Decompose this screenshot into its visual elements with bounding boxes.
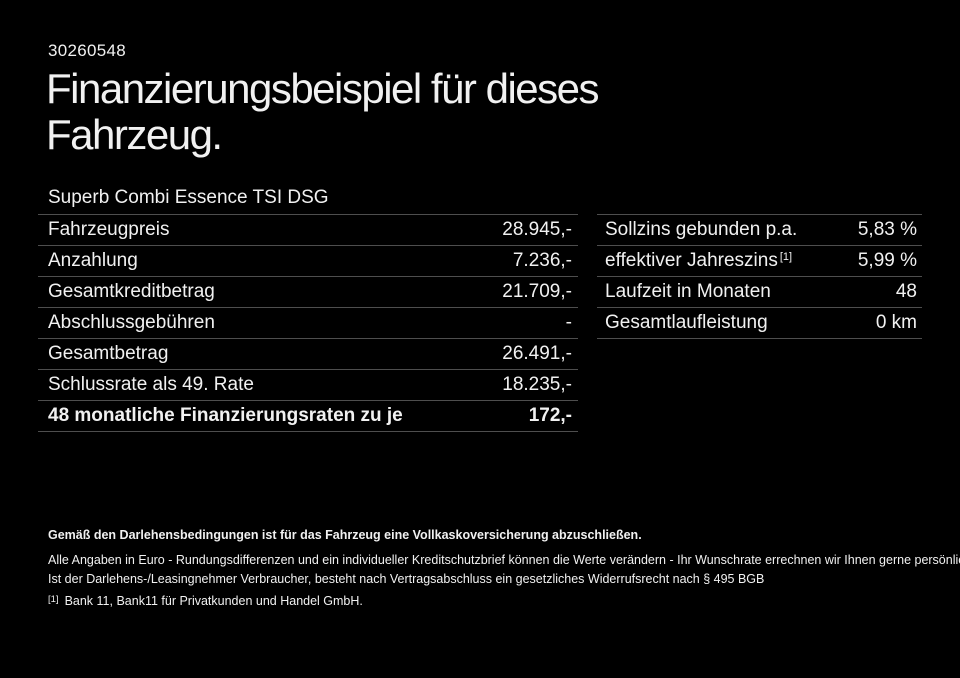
row-label: Gesamtkreditbetrag: [48, 281, 215, 302]
row-label: Gesamtbetrag: [48, 343, 169, 364]
disclaimer-line-1: Alle Angaben in Euro - Rundungsdifferenz…: [48, 553, 960, 567]
row-label-text: effektiver Jahreszins: [605, 250, 778, 271]
financing-table: Fahrzeugpreis 28.945,- Anzahlung 7.236,-…: [38, 214, 578, 432]
row-label: 48 monatliche Finanzierungsraten zu je: [48, 405, 403, 426]
listing-id: 30260548: [48, 41, 127, 60]
table-row-gesamtbetrag: Gesamtbetrag 26.491,-: [38, 339, 578, 370]
row-value: 5,99 %: [857, 250, 917, 271]
table-row-laufzeit: Laufzeit in Monaten 48: [597, 277, 922, 308]
row-value: 21.709,-: [502, 281, 572, 302]
row-label: Laufzeit in Monaten: [605, 281, 771, 302]
footnote-marker: [1]: [48, 594, 59, 605]
table-row-gesamtkreditbetrag: Gesamtkreditbetrag 21.709,-: [38, 277, 578, 308]
row-value: -: [565, 312, 572, 333]
table-row-fahrzeugpreis: Fahrzeugpreis 28.945,-: [38, 215, 578, 246]
conditions-table: Sollzins gebunden p.a. 5,83 % effektiver…: [597, 214, 922, 339]
row-label: Schlussrate als 49. Rate: [48, 374, 254, 395]
row-label: Sollzins gebunden p.a.: [605, 219, 798, 240]
disclaimer-line-2: Ist der Darlehens-/Leasingnehmer Verbrau…: [48, 572, 765, 586]
table-row-sollzins: Sollzins gebunden p.a. 5,83 %: [597, 215, 922, 246]
insurance-note: Gemäß den Darlehensbedingungen ist für d…: [48, 528, 642, 542]
row-value: 5,83 %: [857, 219, 917, 240]
table-row-effektiver-jahreszins: effektiver Jahreszins [1] 5,99 %: [597, 246, 922, 277]
row-value: 26.491,-: [502, 343, 572, 364]
row-value: 18.235,-: [502, 374, 572, 395]
table-row-gesamtlaufleistung: Gesamtlaufleistung 0 km: [597, 308, 922, 339]
footnote: [1] Bank 11, Bank11 für Privatkunden und …: [48, 592, 363, 609]
page-title: Finanzierungsbeispiel für dieses Fahrzeu…: [46, 65, 600, 158]
table-row-anzahlung: Anzahlung 7.236,-: [38, 246, 578, 277]
row-label: Gesamtlaufleistung: [605, 312, 768, 333]
table-row-schlussrate: Schlussrate als 49. Rate 18.235,-: [38, 370, 578, 401]
footnote-ref: [1]: [779, 251, 793, 263]
row-label: Abschlussgebühren: [48, 312, 215, 333]
row-value: 28.945,-: [502, 219, 572, 240]
footnote-text: Bank 11, Bank11 für Privatkunden und Han…: [64, 594, 363, 608]
row-label: effektiver Jahreszins [1]: [605, 250, 792, 272]
vehicle-name: Superb Combi Essence TSI DSG: [48, 187, 329, 208]
row-label: Anzahlung: [48, 250, 138, 271]
row-label: Fahrzeugpreis: [48, 219, 170, 240]
row-value: 172,-: [528, 405, 572, 426]
row-value: 7.236,-: [512, 250, 572, 271]
table-row-abschlussgebuehren: Abschlussgebühren -: [38, 308, 578, 339]
row-value: 48: [895, 281, 917, 302]
row-value: 0 km: [875, 312, 917, 333]
table-row-monatsrate: 48 monatliche Finanzierungsraten zu je 1…: [38, 401, 578, 432]
